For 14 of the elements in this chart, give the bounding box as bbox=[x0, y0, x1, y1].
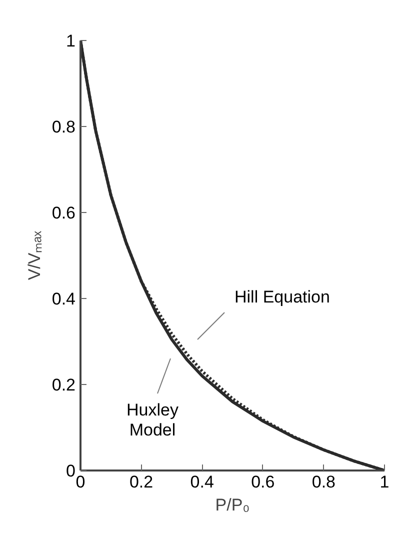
annotation: Huxley Model bbox=[126, 400, 179, 440]
y-tick-label: 1 bbox=[66, 32, 76, 50]
y-axis-title: V/Vₘₐₓ bbox=[24, 230, 44, 280]
y-tick-label: 0.4 bbox=[52, 290, 76, 308]
y-tick-label: 0.6 bbox=[52, 204, 76, 222]
y-tick-label: 0.2 bbox=[52, 376, 76, 394]
annotation: Hill Equation bbox=[234, 288, 330, 306]
x-tick-label: 0.6 bbox=[251, 472, 275, 492]
x-tick-label: 0.4 bbox=[190, 472, 214, 492]
x-tick-label: 1 bbox=[380, 472, 390, 492]
x-tick-label: 0.2 bbox=[129, 472, 154, 492]
x-axis-title: P/P₀ bbox=[215, 496, 250, 514]
y-tick-label: 0.8 bbox=[52, 118, 76, 136]
x-tick-label: 0.8 bbox=[312, 472, 336, 492]
